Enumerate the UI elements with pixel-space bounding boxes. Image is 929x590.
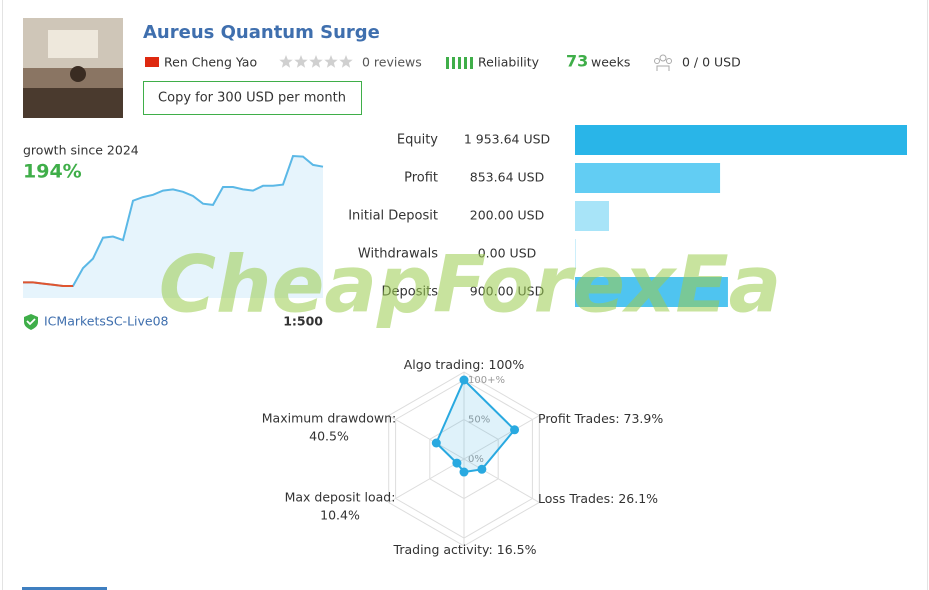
rating-stars [279,55,353,68]
growth-value: 194% [23,161,82,183]
bar-value: 0.00 USD [478,246,537,261]
growth-area [23,156,323,298]
radar-label: Max deposit load: [285,490,396,505]
radar-label-group: Profit Trades: 73.9% [538,411,663,426]
growth-label: growth since 2024 [23,143,139,158]
copy-button[interactable] [143,81,362,115]
radar-tick-label: 100+% [468,375,505,386]
reviews[interactable]: 0 reviews [362,55,422,70]
radar-tick-label: 0% [468,454,484,465]
radar-label: Profit Trades: [538,411,620,426]
star [324,55,338,68]
star [279,55,293,68]
radar-spoke [388,415,465,460]
radar-value: 16.5% [497,542,537,557]
radar-label: Algo trading: [404,357,485,372]
radar-label-group: Trading activity: 16.5% [393,542,537,557]
radar-tick-label: 50% [468,415,490,426]
radar-value: 73.9% [624,411,664,426]
bar [575,239,576,269]
weeks-number: 73 [566,52,588,71]
reliability-bars [446,57,473,69]
star [339,55,353,68]
radar-area [435,378,516,474]
verified-icon [24,314,38,330]
signal-title[interactable]: Aureus Quantum Surge [143,22,380,43]
bar-value: 900.00 USD [470,284,544,299]
watermark: CheapForexEa [159,240,782,330]
bar-label: Deposits [382,285,439,300]
radar-value: 26.1% [618,491,658,506]
radar-label: Maximum drawdown: [262,411,396,426]
radar-label-group: Algo trading: 100% [404,357,525,372]
reliability: Reliability [478,55,540,70]
bar-label: Profit [404,171,438,186]
radar-value: 10.4% [320,508,360,523]
growth-line-negative [23,281,73,287]
avatar [23,18,123,118]
radar-spoke [463,415,540,460]
radar-spoke [388,458,465,503]
bar [575,201,609,231]
bar-value: 200.00 USD [470,208,544,223]
copy-button-label[interactable]: Copy for 300 USD per month [158,91,346,106]
radar-point [477,464,487,474]
weeks-unit: weeks [591,55,630,70]
author[interactable]: Ren Cheng Yao [164,55,257,70]
radar-chart: 0% 50% 100+% Algo trading: 100% Profit Trades… [262,357,664,557]
tab-indicator [22,587,107,590]
bar-label: Withdrawals [358,247,438,262]
radar-point [452,458,462,468]
flag [145,57,159,67]
radar-value: 40.5% [309,429,349,444]
balance-bars: Equity 1 953.64 USD Profit 853.64 USD Initia… [348,125,907,307]
radar-point [431,438,441,448]
radar-spoke [463,458,540,503]
bar [575,163,721,193]
bar-label: Equity [397,133,438,148]
bar-value: 853.64 USD [470,170,544,185]
broker[interactable]: ICMarketsSC-Live08 [44,314,169,329]
growth-chart [23,154,324,298]
radar-label-group: Loss Trades: 26.1% [538,491,658,506]
star [294,55,308,68]
subscribers-icon [654,54,672,71]
bar-value: 1 953.64 USD [464,132,550,147]
radar-point [459,467,469,477]
bar [575,125,907,155]
radar-label: Loss Trades: [538,491,614,506]
radar-label: Trading activity: [393,542,493,557]
leverage: 1:500 [283,314,323,329]
radar-value: 100% [489,357,525,372]
star [309,55,323,68]
subscribers: 0 / 0 USD [682,55,741,70]
radar-point [459,375,469,385]
bar-label: Initial Deposit [348,209,438,224]
bar [575,277,728,307]
radar-point [510,425,520,435]
